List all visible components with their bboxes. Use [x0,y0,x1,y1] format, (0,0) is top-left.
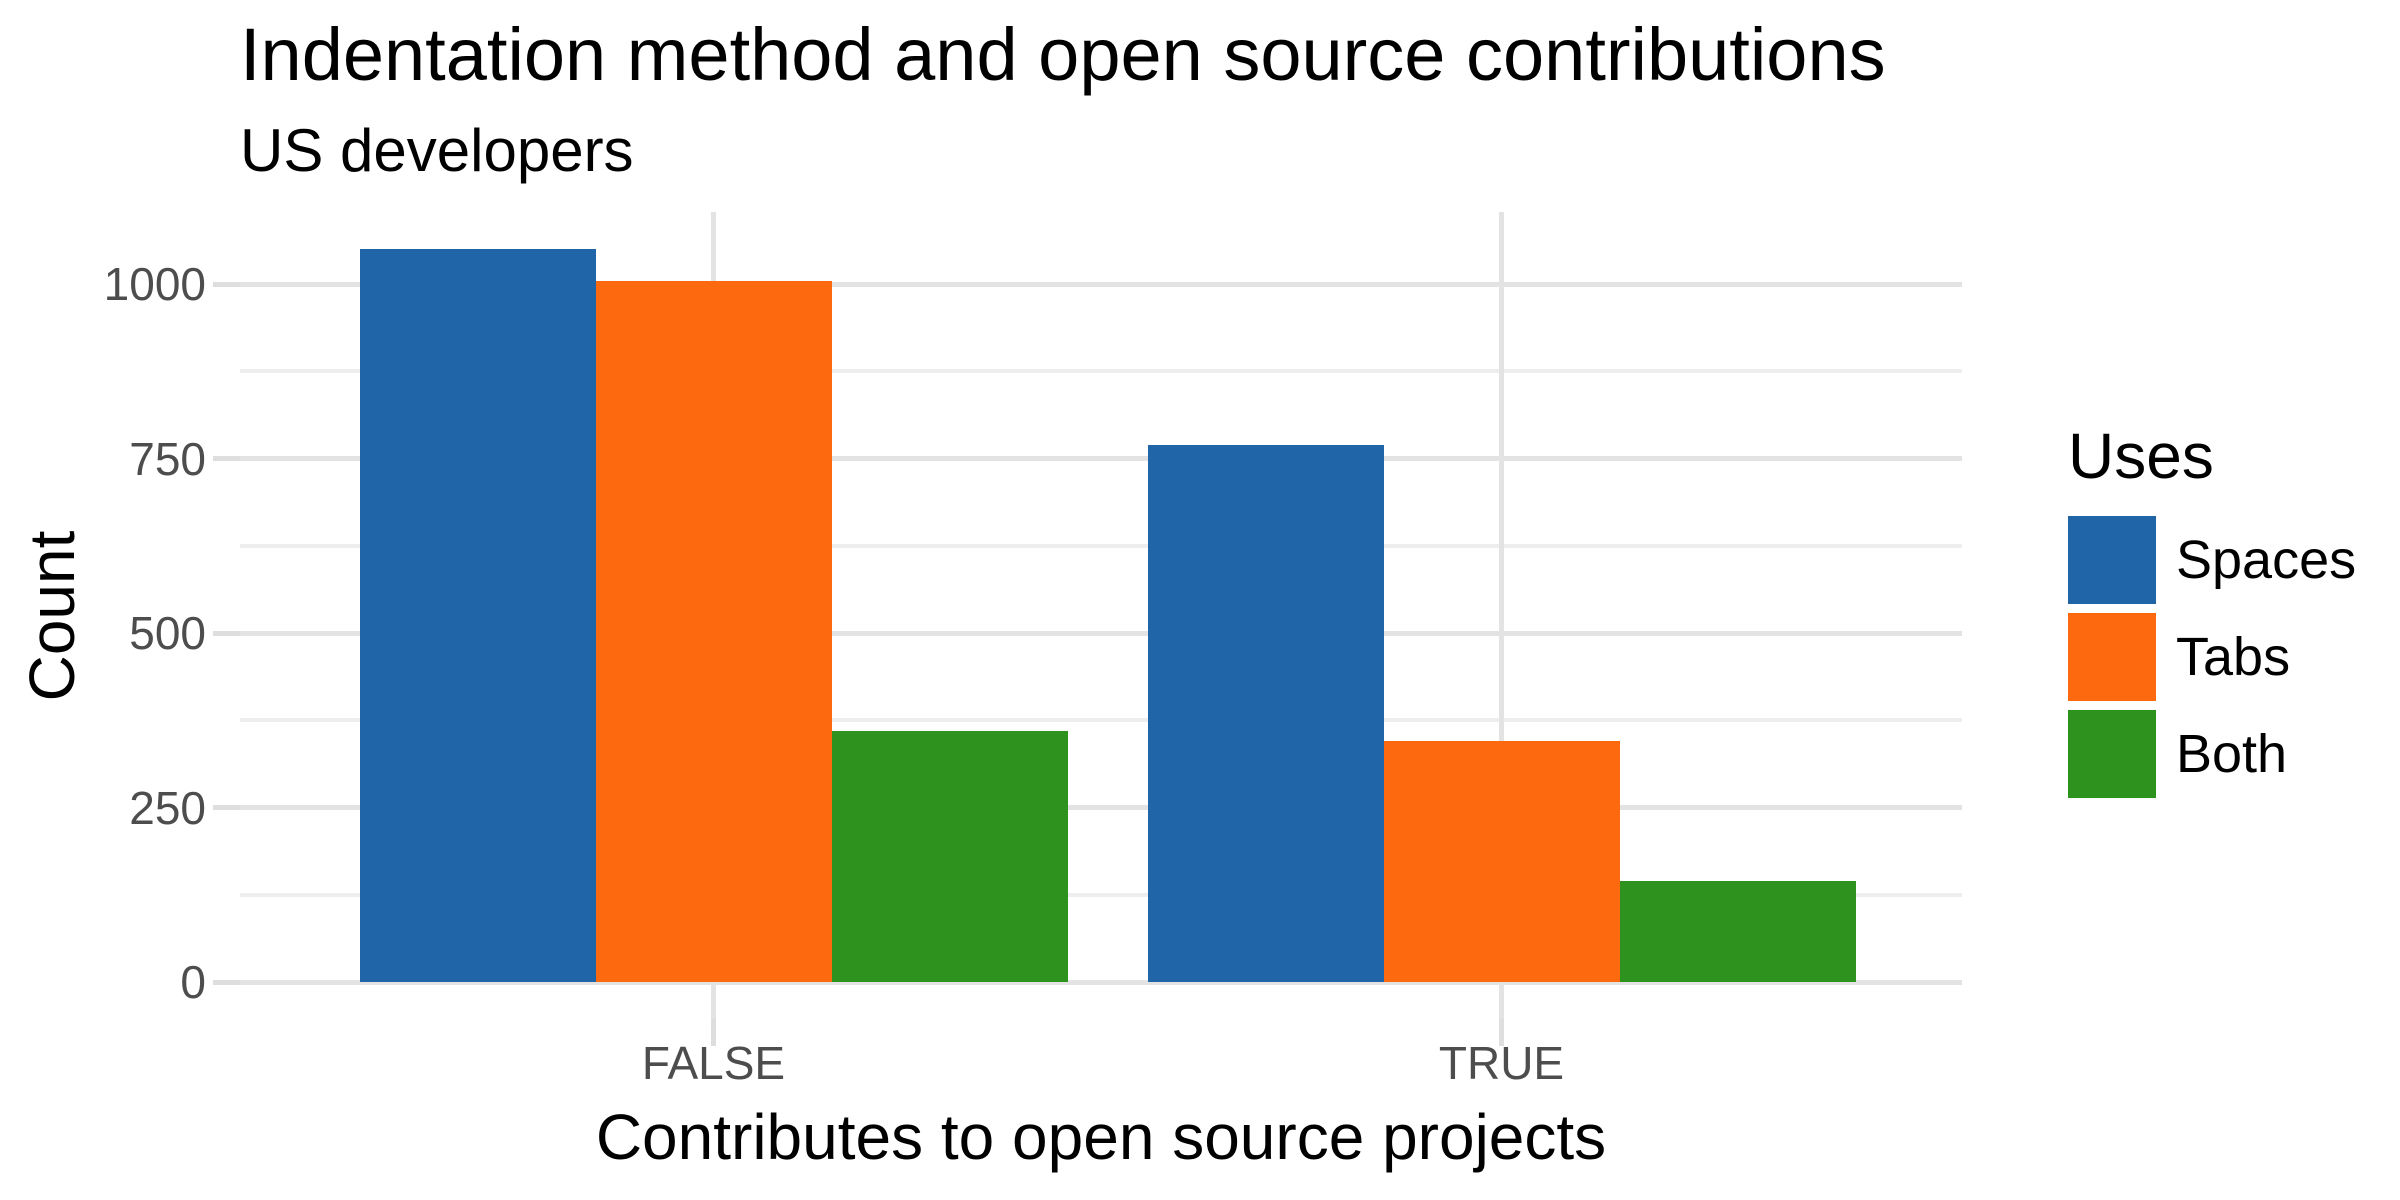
gridline-major [240,979,1962,985]
legend-label: Both [2176,724,2288,784]
y-axis-tick [213,805,240,810]
bar-false-both [831,730,1068,982]
gridline-major-vertical [1499,212,1504,1019]
legend-item-spaces: Spaces [2068,516,2356,604]
gridline-major [240,630,1962,636]
bar-true-tabs [1383,741,1620,982]
y-axis-title: Count [16,530,88,702]
x-tick-label: FALSE [641,1037,786,1089]
bar-false-tabs [595,280,832,982]
x-axis-title: Contributes to open source projects [595,1101,1607,1173]
gridline-minor [240,369,1962,374]
gridline-minor [240,718,1962,723]
x-axis-tick [1499,1019,1504,1046]
legend-title: Uses [2068,420,2214,492]
legend-label: Spaces [2176,530,2357,590]
gridline-major [240,456,1962,461]
legend-swatch-spaces [2068,516,2156,604]
legend-item-both: Both [2068,710,2356,798]
chart-subtitle: US developers [240,117,634,184]
gridline-major [240,805,1962,810]
y-axis-tick [213,456,240,461]
gridline-major [240,281,1962,287]
y-tick-label: 500 [129,607,206,659]
gridline-minor [240,892,1962,897]
legend-swatch-both [2068,710,2156,798]
legend-swatch-tabs [2068,613,2156,701]
x-tick-label: TRUE [1438,1037,1565,1089]
gridline-minor [240,543,1962,548]
y-axis-tick [213,979,240,985]
legend-items: Spaces Tabs Both [2068,516,2356,798]
chart-title: Indentation method and open source contr… [240,13,1886,96]
y-tick-label: 750 [129,432,206,485]
y-tick-label: 0 [180,956,206,1008]
legend: Uses Spaces Tabs Both [2068,424,2356,807]
y-axis-tick [213,630,240,636]
legend-label: Tabs [2176,627,2291,687]
x-axis-tick [711,1019,716,1046]
y-axis-tick [213,281,240,287]
bar-true-spaces [1147,444,1384,982]
legend-item-tabs: Tabs [2068,613,2356,701]
bar-true-both [1619,880,1856,982]
y-tick-label: 1000 [103,258,206,310]
y-tick-label: 250 [129,781,206,834]
bar-false-spaces [359,249,596,982]
